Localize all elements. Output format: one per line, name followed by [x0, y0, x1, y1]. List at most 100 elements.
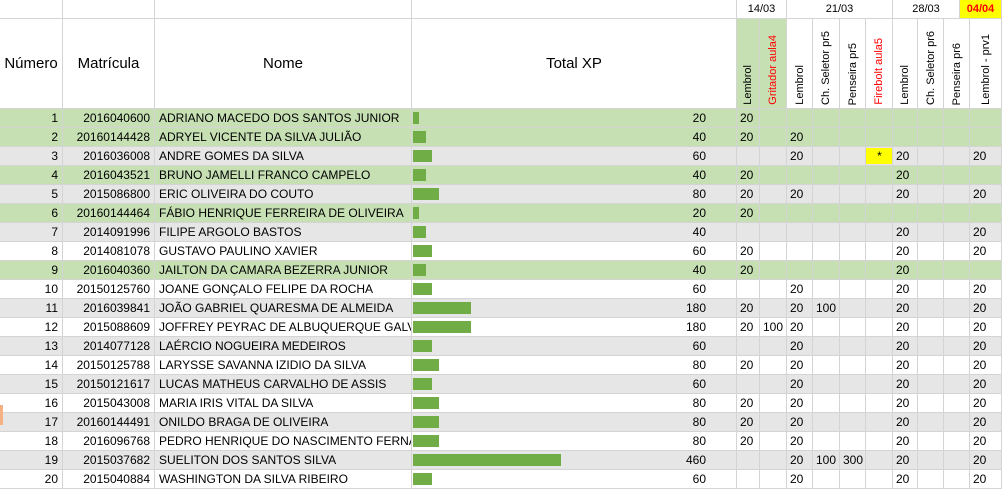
- blank-cell[interactable]: [412, 0, 737, 19]
- score-cell[interactable]: 20: [893, 223, 918, 242]
- score-cell[interactable]: 20: [893, 299, 918, 318]
- score-cell[interactable]: 300: [840, 451, 866, 470]
- score-cell[interactable]: 20: [970, 470, 1002, 489]
- row-total-xp[interactable]: 180: [412, 299, 737, 318]
- score-cell[interactable]: [893, 128, 918, 147]
- row-matricula[interactable]: 2016040600: [63, 109, 155, 128]
- row-nome[interactable]: MARIA IRIS VITAL DA SILVA: [155, 394, 412, 413]
- score-cell[interactable]: [840, 128, 866, 147]
- score-cell[interactable]: [840, 204, 866, 223]
- score-cell[interactable]: [866, 299, 893, 318]
- score-cell[interactable]: 20: [970, 185, 1002, 204]
- score-cell[interactable]: [866, 375, 893, 394]
- score-cell[interactable]: [760, 432, 787, 451]
- score-cell[interactable]: [944, 261, 970, 280]
- row-numero[interactable]: 10: [0, 280, 63, 299]
- score-cell[interactable]: [840, 337, 866, 356]
- score-cell[interactable]: 20: [787, 185, 813, 204]
- score-cell[interactable]: [760, 166, 787, 185]
- score-cell[interactable]: [918, 109, 944, 128]
- score-cell[interactable]: [866, 451, 893, 470]
- row-matricula[interactable]: 20160144464: [63, 204, 155, 223]
- row-matricula[interactable]: 2016043521: [63, 166, 155, 185]
- date-28-03[interactable]: 28/03: [893, 0, 960, 19]
- score-cell[interactable]: 20: [737, 318, 760, 337]
- score-cell[interactable]: [944, 204, 970, 223]
- row-nome[interactable]: LAÉRCIO NOGUEIRA MEDEIROS: [155, 337, 412, 356]
- row-total-xp[interactable]: 20: [412, 204, 737, 223]
- row-matricula[interactable]: 2016036008: [63, 147, 155, 166]
- score-cell[interactable]: [918, 223, 944, 242]
- score-cell[interactable]: 20: [893, 185, 918, 204]
- score-cell[interactable]: 20: [893, 147, 918, 166]
- row-numero[interactable]: 1: [0, 109, 63, 128]
- score-cell[interactable]: 20: [893, 280, 918, 299]
- score-cell[interactable]: 20: [787, 128, 813, 147]
- score-cell[interactable]: [970, 261, 1002, 280]
- score-cell[interactable]: [760, 128, 787, 147]
- row-total-xp[interactable]: 60: [412, 280, 737, 299]
- score-cell[interactable]: [866, 109, 893, 128]
- row-nome[interactable]: ADRIANO MACEDO DOS SANTOS JUNIOR: [155, 109, 412, 128]
- score-cell[interactable]: [813, 394, 840, 413]
- score-cell[interactable]: 20: [787, 413, 813, 432]
- score-cell[interactable]: [840, 147, 866, 166]
- score-cell[interactable]: [787, 109, 813, 128]
- row-numero[interactable]: 19: [0, 451, 63, 470]
- score-cell[interactable]: [866, 318, 893, 337]
- score-cell[interactable]: [944, 432, 970, 451]
- score-cell[interactable]: [866, 261, 893, 280]
- score-cell[interactable]: [813, 223, 840, 242]
- score-cell[interactable]: [970, 204, 1002, 223]
- score-cell[interactable]: 20: [737, 394, 760, 413]
- score-cell[interactable]: [813, 109, 840, 128]
- score-cell[interactable]: [893, 204, 918, 223]
- score-cell[interactable]: 20: [970, 432, 1002, 451]
- score-cell[interactable]: [944, 451, 970, 470]
- date-14-03[interactable]: 14/03: [737, 0, 787, 19]
- score-cell[interactable]: [866, 185, 893, 204]
- score-cell[interactable]: [918, 432, 944, 451]
- row-matricula[interactable]: 2016096768: [63, 432, 155, 451]
- score-cell[interactable]: [760, 185, 787, 204]
- score-cell[interactable]: [760, 394, 787, 413]
- row-matricula[interactable]: 2015086800: [63, 185, 155, 204]
- row-total-xp[interactable]: 80: [412, 185, 737, 204]
- activity-header[interactable]: Gritador aula4: [760, 19, 787, 109]
- score-cell[interactable]: 20: [970, 413, 1002, 432]
- score-cell[interactable]: 20: [737, 261, 760, 280]
- score-cell[interactable]: 20: [893, 318, 918, 337]
- row-nome[interactable]: WASHINGTON DA SILVA RIBEIRO: [155, 470, 412, 489]
- score-cell[interactable]: 20: [893, 242, 918, 261]
- date-04-04[interactable]: 04/04: [960, 0, 1002, 19]
- score-cell[interactable]: 20: [893, 166, 918, 185]
- score-cell[interactable]: [760, 451, 787, 470]
- score-cell[interactable]: 20: [737, 128, 760, 147]
- score-cell[interactable]: 20: [787, 432, 813, 451]
- activity-header[interactable]: Penseira pr6: [944, 19, 970, 109]
- score-cell[interactable]: [760, 223, 787, 242]
- score-cell[interactable]: [737, 337, 760, 356]
- score-cell[interactable]: [737, 280, 760, 299]
- row-matricula[interactable]: 20150125788: [63, 356, 155, 375]
- score-cell[interactable]: [918, 261, 944, 280]
- row-numero[interactable]: 11: [0, 299, 63, 318]
- score-cell[interactable]: [813, 470, 840, 489]
- score-cell[interactable]: 20: [970, 147, 1002, 166]
- score-cell[interactable]: *: [866, 147, 893, 166]
- score-cell[interactable]: [840, 318, 866, 337]
- score-cell[interactable]: [840, 185, 866, 204]
- row-total-xp[interactable]: 60: [412, 375, 737, 394]
- score-cell[interactable]: 20: [737, 356, 760, 375]
- activity-header[interactable]: Ch. Seletor pr6: [918, 19, 944, 109]
- score-cell[interactable]: 20: [893, 470, 918, 489]
- score-cell[interactable]: 20: [787, 299, 813, 318]
- score-cell[interactable]: 20: [970, 394, 1002, 413]
- score-cell[interactable]: 20: [787, 280, 813, 299]
- row-matricula[interactable]: 2015043008: [63, 394, 155, 413]
- score-cell[interactable]: [840, 261, 866, 280]
- score-cell[interactable]: [813, 432, 840, 451]
- score-cell[interactable]: [760, 147, 787, 166]
- score-cell[interactable]: [918, 204, 944, 223]
- score-cell[interactable]: [840, 109, 866, 128]
